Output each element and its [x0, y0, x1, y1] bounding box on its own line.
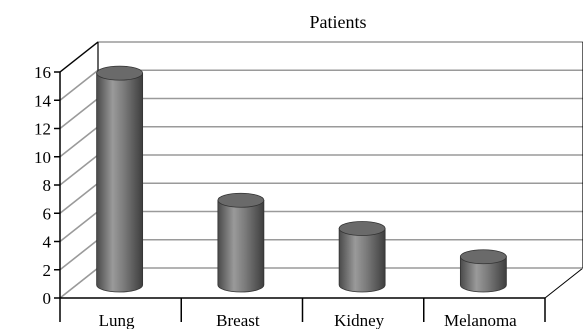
y-tick-label-1: 2 [43, 261, 52, 280]
y-tick-label-2: 4 [43, 233, 52, 252]
gridline-side-6 [60, 99, 98, 129]
x-tick-label-breast: Breast [216, 311, 260, 329]
bar-body [218, 200, 264, 292]
y-tick-label-0: 0 [43, 289, 52, 308]
y-tick-label-6: 12 [34, 120, 51, 139]
y-tick-label-4: 8 [43, 176, 52, 195]
bar-top [97, 66, 143, 80]
gridline-side-2 [60, 212, 98, 242]
bar-lung [97, 66, 143, 292]
x-axis-ticks: Lung Breast Kidney Melanoma [60, 298, 545, 329]
bar-kidney [339, 222, 385, 293]
y-tick-label-8: 16 [34, 63, 51, 82]
y-axis-ticks: 0 2 4 6 8 10 12 14 16 [34, 63, 60, 308]
chart-title: Patients [310, 12, 367, 32]
gridline-side-4 [60, 155, 98, 185]
y-tick-label-7: 14 [34, 91, 52, 110]
bar-top [218, 193, 264, 207]
y-tick-label-3: 6 [43, 204, 52, 223]
bar-melanoma [460, 250, 506, 292]
bar-breast [218, 193, 264, 292]
x-tick-label-kidney: Kidney [334, 311, 385, 329]
gridline-side-7 [60, 70, 98, 100]
bar-body [339, 229, 385, 293]
gridline-side-3 [60, 183, 98, 213]
x-tick-label-lung: Lung [99, 311, 135, 329]
x-tick-label-melanoma: Melanoma [444, 311, 517, 329]
y-tick-label-5: 10 [34, 148, 51, 167]
bar-top [339, 222, 385, 236]
bar-top [460, 250, 506, 264]
bar-body [97, 73, 143, 292]
gridline-side-5 [60, 127, 98, 157]
side-wall-top-edge [60, 42, 98, 72]
gridline-side-1 [60, 240, 98, 270]
